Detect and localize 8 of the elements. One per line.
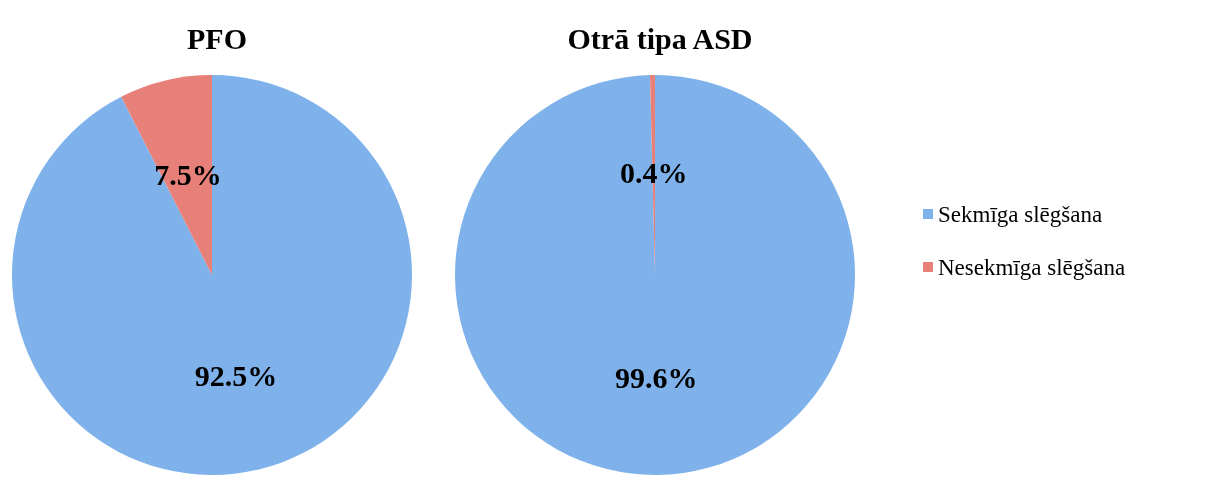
legend-label: Nesekmīga slēgšana xyxy=(938,254,1126,280)
chart-title: PFO xyxy=(187,21,247,55)
legend-label: Sekmīga slēgšana xyxy=(938,201,1103,227)
data-label: 7.5% xyxy=(154,158,222,192)
data-label: 99.6% xyxy=(615,361,698,395)
chart-title: Otrā tipa ASD xyxy=(567,21,753,55)
data-label: 0.4% xyxy=(619,155,688,189)
data-label: 92.5% xyxy=(194,358,278,392)
